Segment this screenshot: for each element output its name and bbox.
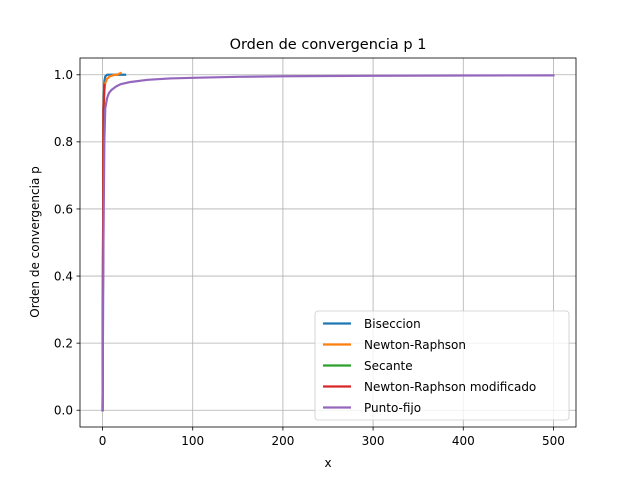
x-tick-label: 400 [452,434,475,448]
x-tick-label: 200 [271,434,294,448]
x-axis-label: x [324,456,331,470]
series-line-biseccion [101,73,127,412]
legend-label: Biseccion [364,317,421,331]
x-tick-label: 100 [181,434,204,448]
x-tick-label: 300 [362,434,385,448]
legend-label: Newton-Raphson modificado [364,380,536,394]
x-tick-label: 500 [542,434,565,448]
legend-label: Secante [364,359,413,373]
series-lines [101,71,555,412]
legend: Biseccion Newton-Raphson Secante Newton-Rap… [314,310,570,421]
axis-ticks: 0 100 200 300 400 500 0.0 0.2 0.4 0.6 0.8 1.0 [54,68,565,448]
series-line-punto-fijo [101,74,555,412]
y-tick-label: 0.4 [54,269,73,283]
y-tick-label: 1.0 [54,68,73,82]
legend-label: Newton-Raphson [364,338,466,352]
grid [80,58,576,427]
y-tick-label: 0.6 [54,202,73,216]
legend-label: Punto-fijo [364,401,421,415]
legend-box [314,310,570,421]
x-tick-label: 0 [99,434,107,448]
chart-title: Orden de convergencia p 1 [230,37,427,53]
y-tick-label: 0.8 [54,135,73,149]
plot-frame [79,57,577,428]
y-axis-label: Orden de convergencia p [28,166,42,317]
y-tick-label: 0.2 [54,336,73,350]
y-tick-label: 0.0 [54,404,73,418]
